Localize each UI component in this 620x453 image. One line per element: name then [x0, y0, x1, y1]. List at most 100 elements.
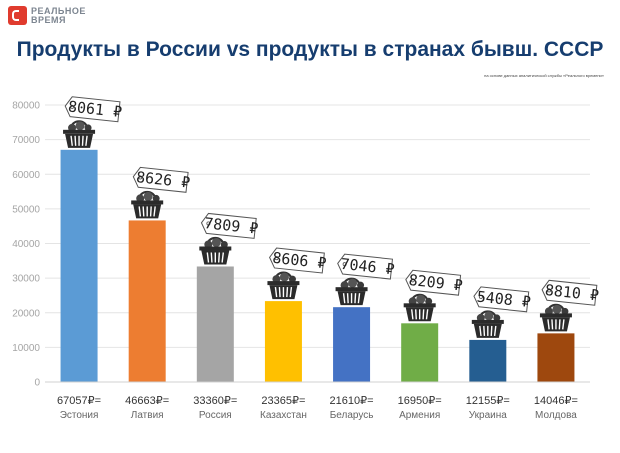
basket-price-label: 8209 ₽: [408, 271, 464, 295]
bar-value-label: 67057₽=: [57, 395, 101, 407]
basket-slat: [206, 252, 210, 263]
basket-slat: [70, 135, 73, 146]
y-tick-label: 80000: [12, 101, 40, 112]
y-tick-label: 10000: [12, 343, 40, 354]
basket-icon: [131, 190, 164, 219]
category-label: Россия: [199, 410, 232, 421]
bar-value-label: 23365₽=: [261, 395, 305, 407]
category-label: Армения: [399, 410, 440, 421]
grocery-item: [484, 311, 494, 321]
price-tag-icon: 8810 ₽: [541, 279, 600, 306]
source-note: на основе данных аналитической службы «Р…: [484, 73, 604, 78]
basket-price-label: 8061 ₽: [67, 97, 123, 121]
basket-annotation: 8810 ₽: [539, 279, 600, 332]
price-tag-hole: [206, 221, 211, 226]
grocery-item: [425, 297, 433, 305]
price-tag-hole: [547, 288, 552, 293]
basket-slat: [562, 319, 565, 330]
category-label: Казахстан: [260, 410, 307, 421]
basket-annotation: 7046 ₽: [335, 253, 395, 306]
price-tag-icon: 7046 ₽: [337, 253, 395, 280]
price-tag-shape: [405, 269, 462, 296]
grocery-item: [416, 294, 426, 304]
price-tag-icon: 8061 ₽: [64, 96, 123, 123]
basket-slat: [357, 293, 361, 304]
bar-value-label: 21610₽=: [330, 395, 374, 407]
basket-icon: [63, 120, 96, 148]
basket-price-label: 8606 ₽: [272, 249, 328, 273]
price-tag-shape: [200, 212, 257, 239]
price-tag-hole: [138, 175, 143, 180]
bar: [60, 149, 98, 382]
basket-annotation: 8061 ₽: [63, 96, 123, 148]
basket-rim: [63, 129, 96, 134]
basket-price-label: 7809 ₽: [203, 214, 259, 238]
basket-icon: [267, 271, 300, 300]
basket-icon: [335, 277, 368, 306]
y-tick-label: 30000: [12, 274, 40, 285]
basket-rim: [131, 200, 164, 205]
price-tag-shape: [337, 253, 394, 280]
grocery-item: [288, 275, 296, 283]
basket-slat: [153, 206, 156, 217]
grocery-item: [552, 304, 562, 314]
y-tick-label: 20000: [12, 308, 40, 319]
price-tag-shape: [64, 96, 121, 123]
bar: [333, 307, 371, 382]
price-tag-hole: [70, 104, 75, 109]
basket-price-label: 5408 ₽: [476, 288, 532, 312]
basket-annotation: 8626 ₽: [131, 166, 191, 219]
price-tag-hole: [410, 278, 415, 283]
basket-slat: [414, 309, 417, 320]
basket-slat: [493, 325, 497, 336]
basket-slat: [85, 135, 88, 146]
chart-title: Продукты в России vs продукты в странах …: [16, 38, 604, 61]
y-tick-label: 70000: [12, 135, 40, 146]
bar-value-label: 16950₽=: [398, 395, 442, 407]
basket-slat: [425, 309, 429, 320]
grocery-item: [75, 121, 85, 131]
category-label: Украина: [469, 410, 508, 421]
basket-slat: [346, 293, 349, 304]
basket-slat: [342, 293, 346, 304]
basket-slat: [142, 206, 145, 217]
basket-icon: [199, 236, 232, 265]
logo: РЕАЛЬНОЕ ВРЕМЯ: [8, 6, 111, 25]
basket-icon: [539, 303, 572, 332]
bar-value-label: 14046₽=: [534, 395, 578, 407]
basket-slat: [354, 293, 357, 304]
logo-mark-icon: [8, 6, 27, 25]
price-tag-icon: 8209 ₽: [405, 269, 464, 296]
grocery-item: [220, 240, 228, 248]
price-tag-shape: [269, 247, 325, 274]
grocery-item: [84, 124, 92, 132]
basket-icon: [403, 293, 436, 322]
basket-rim: [539, 313, 572, 318]
basket-rim: [335, 287, 368, 292]
category-label: Эстония: [60, 410, 99, 421]
basket-slat: [221, 252, 225, 263]
basket-slat: [422, 309, 425, 320]
grocery-item: [561, 307, 569, 315]
price-tag-shape: [473, 286, 530, 313]
basket-slat: [483, 325, 486, 336]
basket-rim: [471, 319, 504, 324]
price-tag-icon: 7809 ₽: [200, 212, 259, 239]
basket-annotation: 7809 ₽: [199, 212, 259, 265]
basket-slat: [558, 319, 561, 330]
bar: [401, 323, 439, 382]
grocery-item: [357, 281, 365, 289]
basket-price-label: 8810 ₽: [544, 281, 600, 305]
basket-slat: [289, 287, 293, 298]
bar: [128, 220, 166, 382]
y-tick-label: 40000: [12, 239, 40, 250]
basket-rim: [403, 303, 436, 308]
grocery-item: [211, 237, 221, 247]
grocery-item: [348, 278, 358, 288]
basket-slat: [149, 206, 152, 217]
price-tag-shape: [541, 279, 598, 306]
bar: [537, 333, 575, 382]
basket-slat: [74, 135, 77, 146]
basket-slat: [547, 319, 550, 330]
